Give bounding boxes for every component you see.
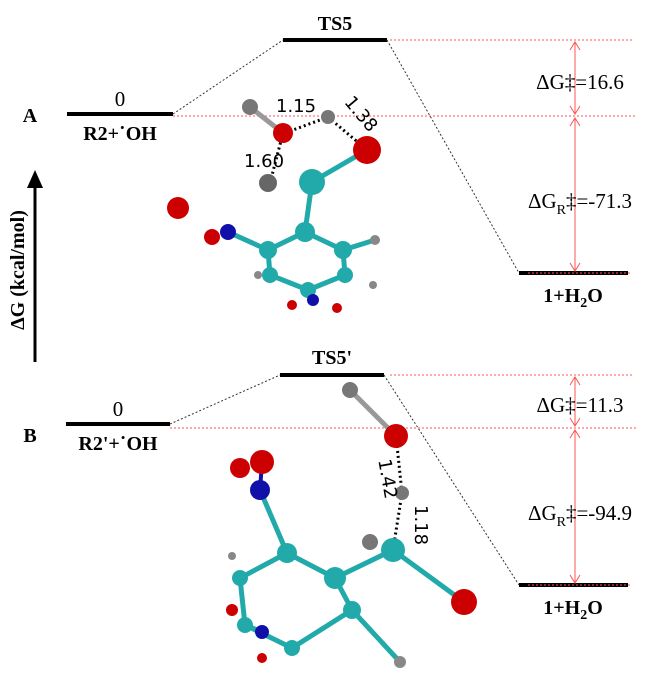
- connector: [387, 40, 519, 273]
- panel-b: B 0 R2'+˙OH TS5' ΔG‡=11.3 ΔGR‡=-94.9 1+H…: [23, 347, 636, 668]
- product: 1+H2O: [543, 285, 603, 311]
- molecule: [226, 382, 477, 668]
- bond-length: 1.42: [373, 457, 401, 500]
- molecule: [167, 99, 381, 313]
- panel-a: A 0 R2+˙OH TS5 ΔG‡=16.6 ΔGR‡=-71.3 1+H2O…: [23, 13, 636, 313]
- barrier: ΔG‡=11.3: [537, 393, 624, 417]
- bond-length: 1.18: [410, 505, 431, 545]
- ts: TS5': [312, 347, 352, 369]
- barrier: ΔG‡=16.6: [536, 70, 624, 94]
- reaction-energy: ΔGR‡=-94.9: [528, 501, 632, 530]
- reactant: R2+˙OH: [83, 123, 157, 145]
- connector: [170, 375, 280, 424]
- bond-length: 1.38: [340, 92, 382, 136]
- reactant: R2'+˙OH: [78, 433, 158, 455]
- panel-label: A: [23, 105, 38, 127]
- bond-length: 1.60: [244, 151, 284, 172]
- axis-arrow: [27, 170, 43, 188]
- energy: 0: [113, 397, 124, 421]
- panel-label: B: [23, 425, 36, 447]
- energy: 0: [115, 87, 126, 111]
- figure: ΔG (kcal/mol) A 0 R2+˙OH TS5 ΔG‡=16.6 ΔG…: [0, 0, 646, 681]
- connector: [173, 40, 283, 114]
- axis-label: ΔG (kcal/mol): [7, 210, 29, 330]
- product: 1+H2O: [543, 597, 603, 623]
- reaction-energy: ΔGR‡=-71.3: [528, 189, 632, 218]
- bond-length: 1.15: [276, 96, 316, 117]
- ts: TS5: [318, 13, 352, 35]
